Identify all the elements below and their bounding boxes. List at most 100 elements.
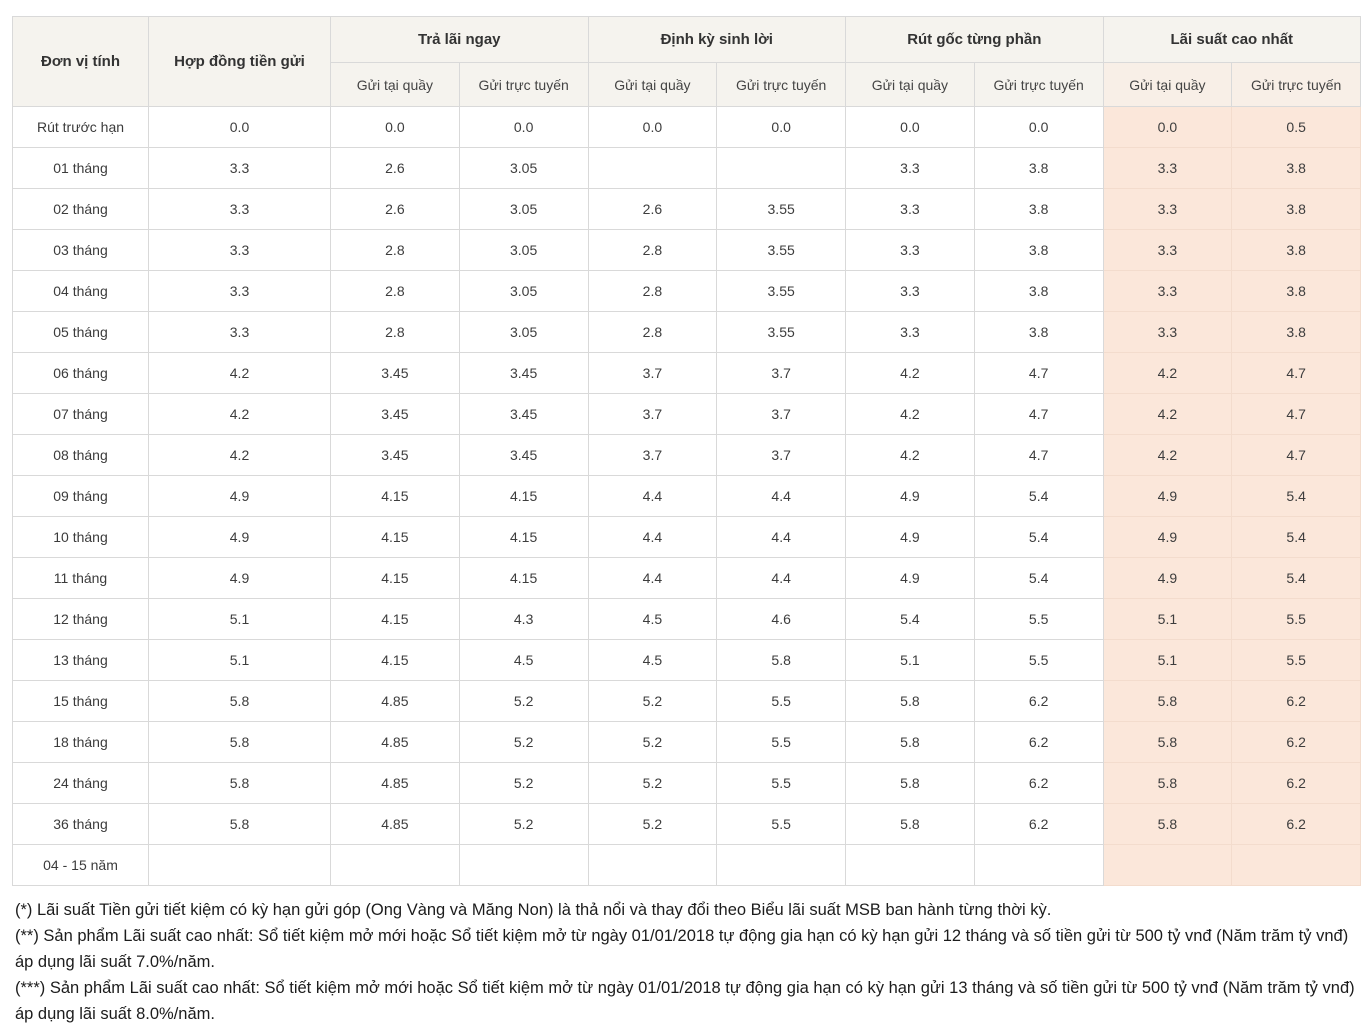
contract-rate-cell: 3.3 — [148, 147, 331, 189]
rate-cell: 4.85 — [330, 680, 460, 722]
row-label: 06 tháng — [12, 352, 149, 394]
rate-cell: 4.85 — [330, 721, 460, 763]
rate-cell: 3.55 — [716, 188, 847, 230]
rate-cell: 3.8 — [973, 229, 1104, 271]
rate-cell: 5.8 — [845, 680, 975, 722]
rate-cell: 5.8 — [1102, 721, 1233, 763]
rate-cell: 2.8 — [587, 270, 718, 312]
rate-cell: 2.8 — [330, 311, 460, 353]
rate-cell: 5.4 — [845, 598, 975, 640]
table-row: 06 tháng 4.2 3.45 3.45 3.7 3.7 4.2 4.7 4.2 4.7 — [12, 352, 1362, 394]
contract-rate-cell: 3.3 — [148, 270, 331, 312]
contract-rate-cell: 4.9 — [148, 557, 331, 599]
rate-cell: 5.8 — [716, 639, 847, 681]
table-row: 02 tháng 3.3 2.6 3.05 2.6 3.55 3.3 3.8 3.3 3.8 — [12, 188, 1362, 230]
rate-cell: 6.2 — [1231, 721, 1362, 763]
rate-cell: 3.7 — [716, 434, 847, 476]
rate-cell: 3.8 — [1231, 311, 1362, 353]
rate-cell: 3.7 — [716, 352, 847, 394]
rate-cell: 4.15 — [330, 598, 460, 640]
row-label: 02 tháng — [12, 188, 149, 230]
contract-rate-cell: 4.2 — [148, 393, 331, 435]
rate-cell: 4.2 — [845, 393, 975, 435]
rate-cell: 3.3 — [1102, 188, 1233, 230]
rate-cell: 3.45 — [458, 393, 589, 435]
subheader-counter: Gửi tại quầy — [330, 62, 460, 107]
rate-cell: 5.2 — [458, 721, 589, 763]
rate-cell: 4.15 — [458, 475, 589, 517]
rate-cell — [845, 844, 975, 886]
rate-cell: 6.2 — [973, 803, 1104, 845]
rate-cell: 4.4 — [716, 475, 847, 517]
rate-cell: 6.2 — [973, 762, 1104, 804]
rate-cell: 3.55 — [716, 229, 847, 271]
rate-cell: 3.7 — [587, 393, 718, 435]
row-label: 24 tháng — [12, 762, 149, 804]
rate-cell: 4.15 — [458, 557, 589, 599]
rate-cell — [330, 844, 460, 886]
rate-cell: 0.0 — [973, 106, 1104, 148]
rate-cell: 4.2 — [1102, 393, 1233, 435]
rate-cell: 2.8 — [587, 229, 718, 271]
rate-cell: 4.9 — [845, 516, 975, 558]
rate-cell: 3.8 — [1231, 270, 1362, 312]
rate-cell: 3.8 — [973, 188, 1104, 230]
rate-cell: 5.2 — [458, 762, 589, 804]
rate-cell: 5.5 — [716, 721, 847, 763]
row-label: 04 tháng — [12, 270, 149, 312]
rate-cell: 3.3 — [1102, 311, 1233, 353]
rate-cell — [587, 844, 718, 886]
rate-cell: 4.7 — [973, 434, 1104, 476]
footnote-1: (*) Lãi suất Tiền gửi tiết kiệm có kỳ hạ… — [15, 901, 1052, 919]
rate-cell: 4.9 — [1102, 475, 1233, 517]
rate-cell — [458, 844, 589, 886]
rate-cell: 4.9 — [845, 475, 975, 517]
rate-cell: 4.7 — [1231, 434, 1362, 476]
rate-cell: 5.5 — [716, 680, 847, 722]
rate-cell: 5.8 — [1102, 762, 1233, 804]
contract-rate-cell: 3.3 — [148, 229, 331, 271]
footnote-2: (**) Sản phẩm Lãi suất cao nhất: Sổ tiết… — [15, 927, 1349, 972]
subheader-counter: Gửi tại quầy — [845, 62, 975, 107]
rate-cell: 3.3 — [1102, 147, 1233, 189]
table-row: 09 tháng 4.9 4.15 4.15 4.4 4.4 4.9 5.4 4.9 5.4 — [12, 475, 1362, 517]
rate-cell: 3.3 — [845, 270, 975, 312]
contract-rate-cell: 4.9 — [148, 516, 331, 558]
rate-cell: 6.2 — [1231, 803, 1362, 845]
rate-cell: 5.4 — [973, 557, 1104, 599]
subheader-online: Gửi trực tuyến — [716, 62, 847, 107]
table-header: Đơn vị tính Hợp đồng tiền gửi Trả lãi ng… — [12, 16, 1362, 107]
rate-cell: 5.8 — [1102, 680, 1233, 722]
rate-cell: 4.2 — [1102, 434, 1233, 476]
header-unit: Đơn vị tính — [12, 16, 149, 107]
header-group-dinh-ky-sinh-loi: Định kỳ sinh lời — [587, 16, 847, 63]
rate-cell: 4.9 — [1102, 557, 1233, 599]
row-label: 01 tháng — [12, 147, 149, 189]
subheader-online: Gửi trực tuyến — [458, 62, 589, 107]
rate-cell: 3.45 — [330, 434, 460, 476]
subheader-online: Gửi trực tuyến — [973, 62, 1104, 107]
rate-cell: 4.15 — [330, 516, 460, 558]
rate-cell: 4.3 — [458, 598, 589, 640]
row-label: 36 tháng — [12, 803, 149, 845]
rate-cell: 4.85 — [330, 762, 460, 804]
rate-cell: 3.7 — [587, 434, 718, 476]
rate-cell: 4.2 — [1102, 352, 1233, 394]
rate-cell: 5.2 — [587, 721, 718, 763]
rate-cell: 0.0 — [587, 106, 718, 148]
contract-rate-cell: 3.3 — [148, 188, 331, 230]
rate-cell: 3.8 — [1231, 229, 1362, 271]
rate-cell: 4.2 — [845, 434, 975, 476]
rate-cell: 5.4 — [973, 475, 1104, 517]
table-row: 12 tháng 5.1 4.15 4.3 4.5 4.6 5.4 5.5 5.1 5.5 — [12, 598, 1362, 640]
rate-cell: 0.0 — [716, 106, 847, 148]
table-row: 13 tháng 5.1 4.15 4.5 4.5 5.8 5.1 5.5 5.1 5.5 — [12, 639, 1362, 681]
rate-cell: 3.7 — [716, 393, 847, 435]
contract-rate-cell: 5.8 — [148, 721, 331, 763]
rate-cell: 3.45 — [458, 434, 589, 476]
row-label: Rút trước hạn — [12, 106, 149, 148]
rate-cell: 5.2 — [458, 680, 589, 722]
rate-cell: 2.6 — [330, 147, 460, 189]
rate-cell: 5.4 — [1231, 557, 1362, 599]
